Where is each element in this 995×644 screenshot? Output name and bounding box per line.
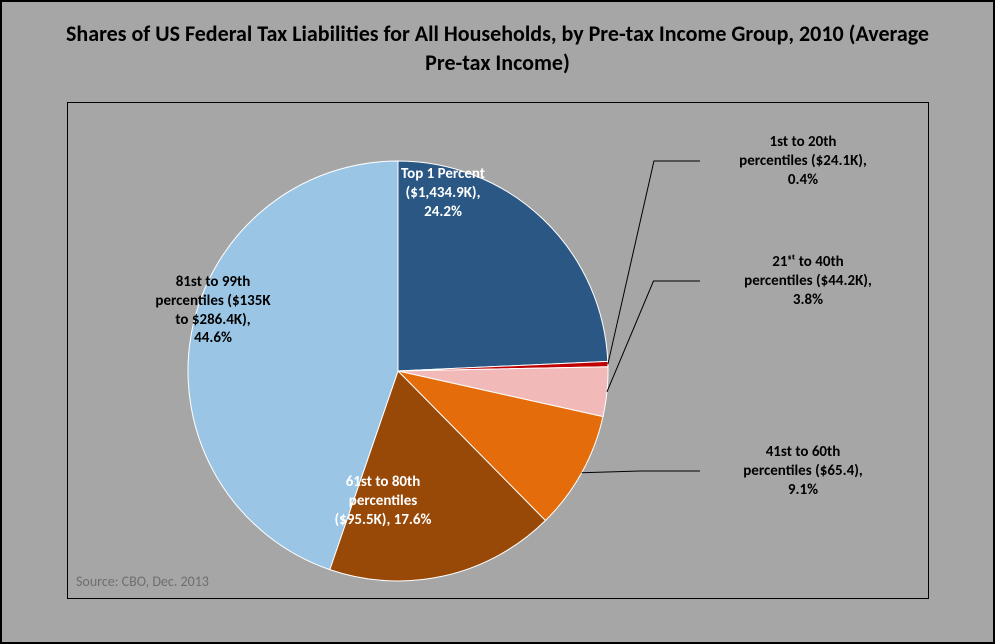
slice-label: 1st to 20thpercentiles ($24.1K),0.4% [708,133,898,189]
chart-title: Shares of US Federal Tax Liabilities for… [2,2,993,87]
slice-label: 41st to 60thpercentiles ($65.4),9.1% [708,443,898,499]
slice-label: 21ˢᵗ to 40thpercentiles ($44.2K),3.8% [708,253,908,309]
chart-container: Shares of US Federal Tax Liabilities for… [0,0,995,644]
source-text: Source: CBO, Dec. 2013 [76,573,209,590]
leader-line [608,161,700,364]
plot-area: Top 1 Percent($1,434.9K),24.2% 1st to 20t… [67,102,929,599]
leader-line [582,471,700,473]
slice-label: 81st to 99thpercentiles ($135Kto $286.4K… [128,273,298,348]
slice-label: Top 1 Percent($1,434.9K),24.2% [363,165,523,221]
leader-line [607,281,700,392]
slice-label: 61st to 80thpercentiles($95.5K), 17.6% [298,473,468,529]
